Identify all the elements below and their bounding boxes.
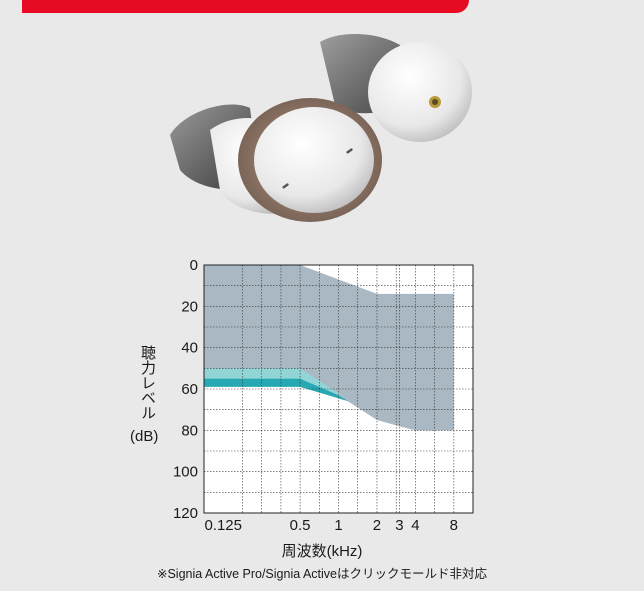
audiogram-chart: 0 20 40 60 80 100 120 0.125 0.5 1 2 3 4 8 — [173, 257, 474, 534]
series-dark-band — [204, 378, 349, 402]
earbud-left — [170, 98, 382, 222]
y-axis-unit: (dB) — [130, 428, 159, 445]
y-tick-label: 100 — [173, 464, 198, 481]
x-tick-label: 0.5 — [290, 517, 311, 534]
earbuds-image — [170, 34, 472, 222]
x-tick-label: 3 — [395, 517, 403, 534]
footnote: ※Signia Active Pro/Signia Activeはクリックモール… — [156, 567, 487, 581]
series-light-band — [204, 368, 345, 398]
header-banner — [22, 0, 469, 13]
x-axis-label: 周波数(kHz) — [281, 543, 363, 560]
y-tick-label: 20 — [181, 298, 198, 315]
x-tick-label: 8 — [450, 517, 458, 534]
y-tick-label: 0 — [190, 257, 198, 274]
y-axis-label: 聴力レベル — [139, 344, 156, 420]
y-tick-label: 120 — [173, 505, 198, 522]
y-tick-label: 60 — [181, 381, 198, 398]
plot-frame — [203, 264, 474, 514]
earbud-right — [320, 34, 472, 142]
x-tick-label: 1 — [334, 517, 342, 534]
x-tick-label: 2 — [373, 517, 381, 534]
x-tick-label: 4 — [411, 517, 419, 534]
y-tick-label: 40 — [181, 340, 198, 357]
x-tick-label: 0.125 — [204, 517, 242, 534]
y-tick-label: 80 — [181, 422, 198, 439]
